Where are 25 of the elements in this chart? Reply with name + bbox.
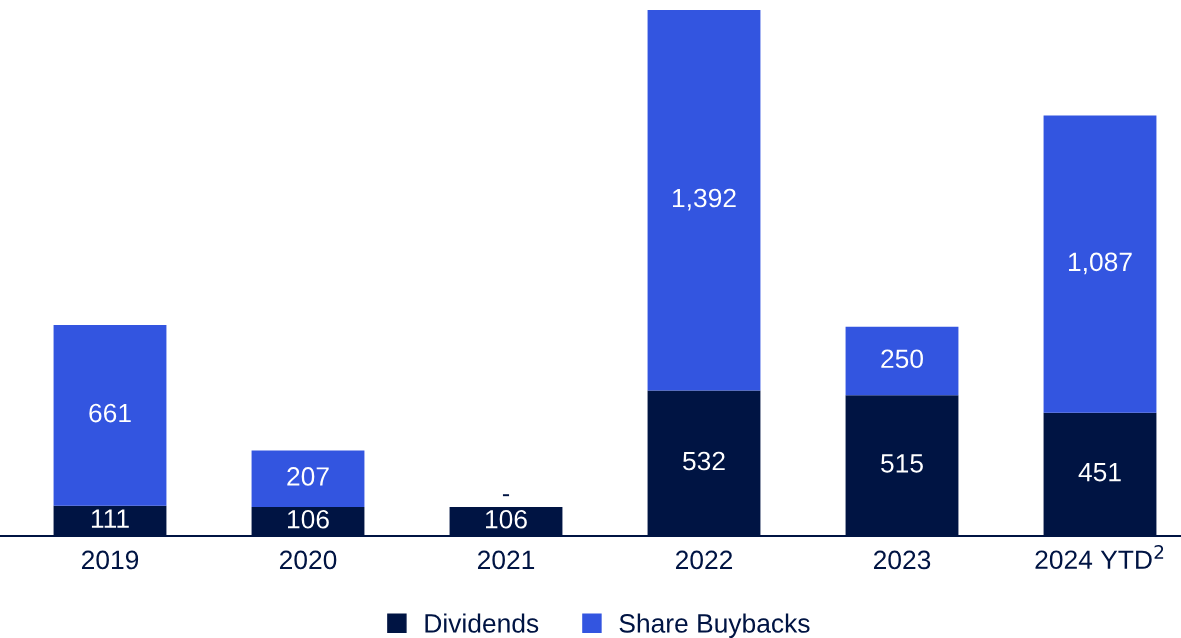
data-label: 1,392 (673, 188, 736, 211)
data-label: 111 (91, 509, 129, 528)
bar (1043, 115, 1157, 413)
data-label: 451 (1078, 463, 1121, 482)
data-label: 1,087 (1069, 252, 1132, 275)
legend-label: Share Buybacks (619, 613, 810, 638)
data-label: - (502, 494, 510, 497)
bar (647, 10, 761, 391)
data-label: 515 (881, 454, 923, 473)
data-label: 532 (683, 451, 725, 471)
x-tick-label: 2019 (81, 550, 139, 570)
x-tick-label: 2021 (477, 550, 535, 570)
x-tick-label: 2024 YTD$^{2}$ (1035, 545, 1164, 570)
data-label: 250 (881, 349, 923, 369)
data-label: 207 (287, 467, 329, 486)
data-label: 106 (288, 509, 329, 529)
legend-label: Dividends (425, 613, 539, 633)
x-tick-label: 2023 (873, 550, 931, 570)
x-tick-label: 2022 (675, 550, 733, 570)
data-label: 661 (89, 403, 131, 423)
data-label: 106 (486, 509, 527, 529)
x-tick-label: 2020 (279, 550, 337, 570)
bar (845, 326, 959, 396)
bar (53, 324, 167, 506)
bar (251, 450, 365, 508)
